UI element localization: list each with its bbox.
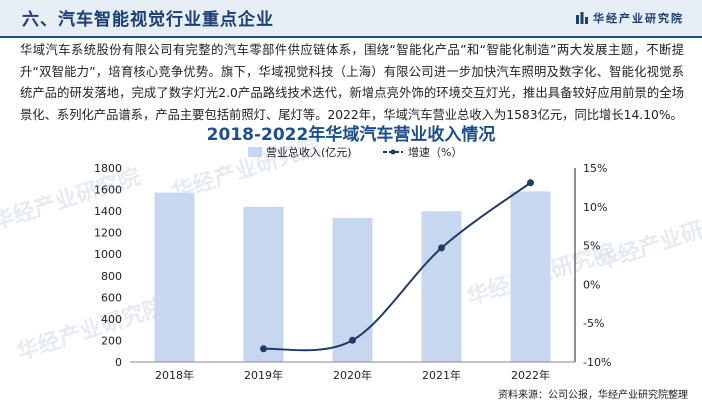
growth-line	[263, 181, 532, 352]
growth-point-2	[438, 244, 445, 252]
y-right-tick-label: 5%	[583, 240, 600, 253]
bar-2019年	[243, 206, 284, 362]
x-tick-label: 2020年	[333, 368, 372, 382]
legend-line-dot	[390, 149, 396, 155]
y-left-tick-label: 200	[101, 334, 122, 347]
y-right-tick-label: 10%	[583, 201, 607, 214]
y-left-tick-label: 1400	[94, 205, 122, 218]
chart-title: 2018-2022年华域汽车营业收入情况	[206, 125, 496, 145]
source-note: 资料来源：公司公报，华经产业研究院整理	[498, 390, 688, 401]
growth-point-3	[527, 179, 534, 187]
y-right-tick-label: 15%	[583, 162, 607, 175]
brand-name: 华经产业研究院	[593, 12, 684, 25]
y-left-tick-label: 1000	[94, 248, 122, 261]
x-tick-label: 2021年	[422, 368, 461, 382]
growth-point-1	[349, 336, 356, 344]
legend-bar-swatch	[248, 147, 262, 157]
section-header: 六、汽车智能视觉行业重点企业 华经产业研究院	[0, 0, 702, 38]
bar-2021年	[421, 211, 462, 362]
brand-logo-icon	[576, 12, 588, 24]
y-left-tick-label: 1600	[94, 184, 122, 197]
bar-2022年	[510, 191, 551, 362]
x-tick-label: 2019年	[244, 368, 283, 382]
y-right-tick-label: -10%	[583, 356, 611, 369]
y-right-tick-label: -5%	[583, 317, 604, 330]
y-left-tick-label: 800	[101, 270, 122, 283]
y-left-tick-label: 1200	[94, 227, 122, 240]
x-tick-label: 2022年	[511, 368, 550, 382]
legend-line-label: 增速（%）	[408, 145, 462, 159]
x-tick-label: 2018年	[155, 368, 194, 382]
bar-2018年	[154, 192, 195, 362]
y-left-tick-label: 0	[115, 356, 122, 369]
watermark-4: 华经产业研究院	[14, 293, 169, 365]
y-right-tick-label: 0%	[583, 278, 600, 291]
brand: 华经产业研究院	[576, 10, 684, 26]
section-title: 六、汽车智能视觉行业重点企业	[22, 10, 274, 30]
growth-point-0	[260, 345, 267, 353]
intro-paragraph: 华域汽车系统股份有限公司有完整的汽车零部件供应链体系，围绕“智能化产品”和“智能…	[20, 43, 684, 122]
y-left-tick-label: 400	[101, 313, 122, 326]
y-left-tick-label: 1800	[94, 162, 122, 175]
legend-bar-label: 营业总收入(亿元)	[266, 145, 352, 159]
y-left-tick-label: 600	[101, 291, 122, 304]
